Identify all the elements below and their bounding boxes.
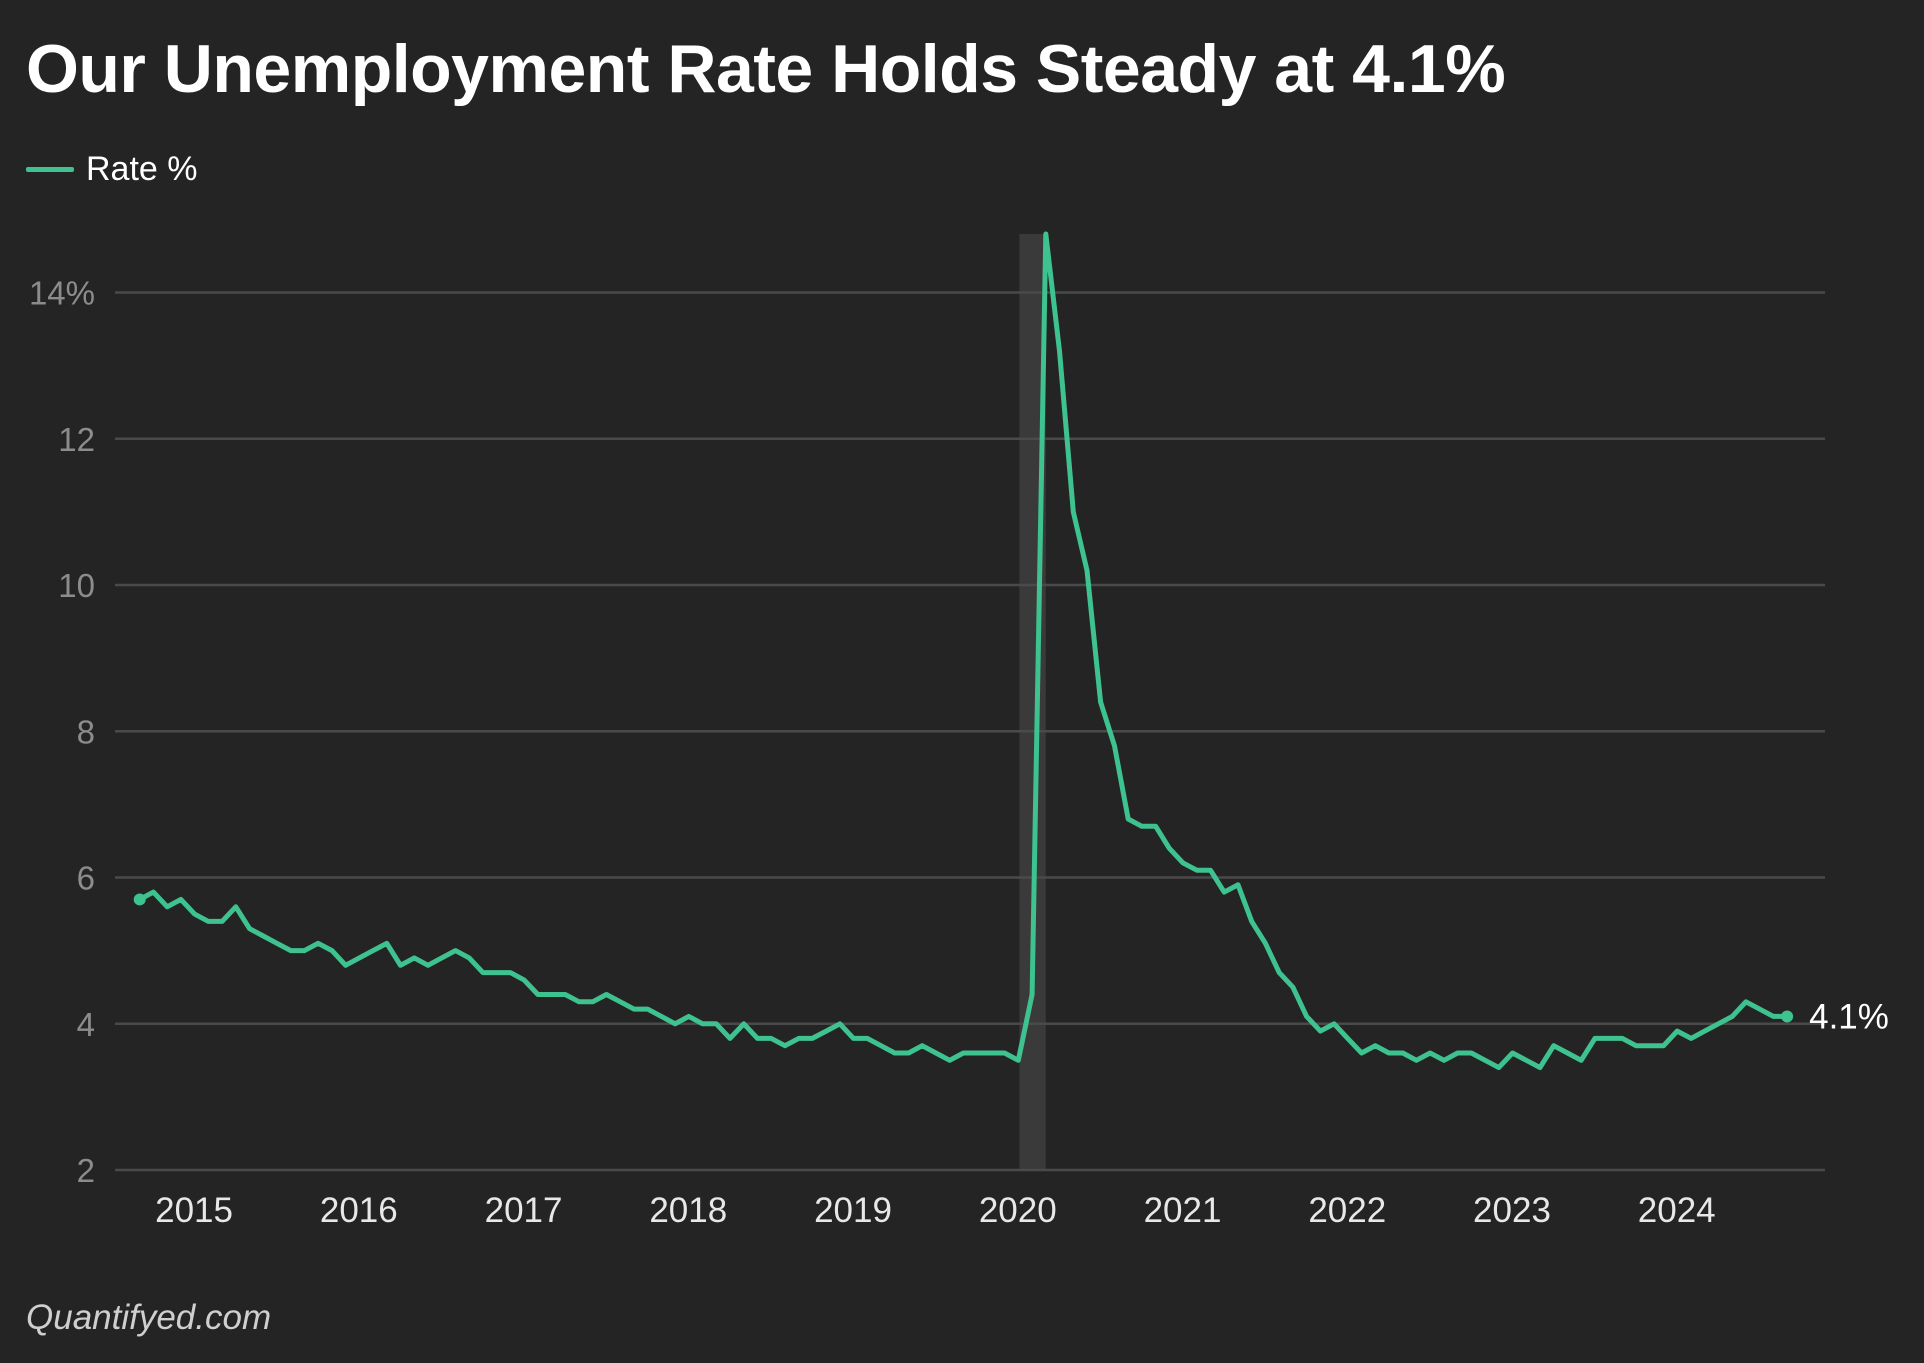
x-tick-label: 2024 <box>1638 1191 1716 1230</box>
end-value-label: 4.1% <box>1809 997 1889 1036</box>
series-layer: 4.1% <box>133 231 1889 1071</box>
y-tick-label: 8 <box>77 713 95 750</box>
y-tick-label: 4 <box>77 1006 95 1043</box>
source-credit: Quantifyed.com <box>26 1298 272 1337</box>
legend-label: Rate % <box>86 150 198 188</box>
y-tick-label: 10 <box>58 567 95 604</box>
y-tick-label: 6 <box>77 860 95 897</box>
x-tick-label: 2018 <box>649 1191 727 1230</box>
x-tick-label: 2023 <box>1473 1191 1551 1230</box>
x-tick-label: 2017 <box>485 1191 563 1230</box>
y-tick-label: 14% <box>29 275 95 312</box>
x-tick-label: 2022 <box>1308 1191 1386 1230</box>
series-end-point <box>1781 1010 1794 1023</box>
gridlines <box>115 291 1825 1172</box>
x-axis-ticks: 2015 2016 2017 2018 2019 2020 2021 2022 2023 2024 <box>155 1191 1716 1230</box>
legend: Rate % <box>26 150 198 189</box>
x-tick-label: 2019 <box>814 1191 892 1230</box>
series-line-rate <box>137 231 1790 1071</box>
series-start-point <box>133 893 146 906</box>
y-tick-label: 2 <box>77 1152 95 1189</box>
y-tick-label: 12 <box>58 421 95 458</box>
x-tick-label: 2021 <box>1144 1191 1222 1230</box>
chart-title: Our Unemployment Rate Holds Steady at 4.… <box>26 31 1506 107</box>
y-axis-ticks: 2 4 6 8 10 12 14% <box>29 275 95 1190</box>
x-tick-label: 2015 <box>155 1191 233 1230</box>
x-tick-label: 2016 <box>320 1191 398 1230</box>
legend-line-swatch <box>26 167 74 172</box>
x-tick-label: 2020 <box>979 1191 1057 1230</box>
